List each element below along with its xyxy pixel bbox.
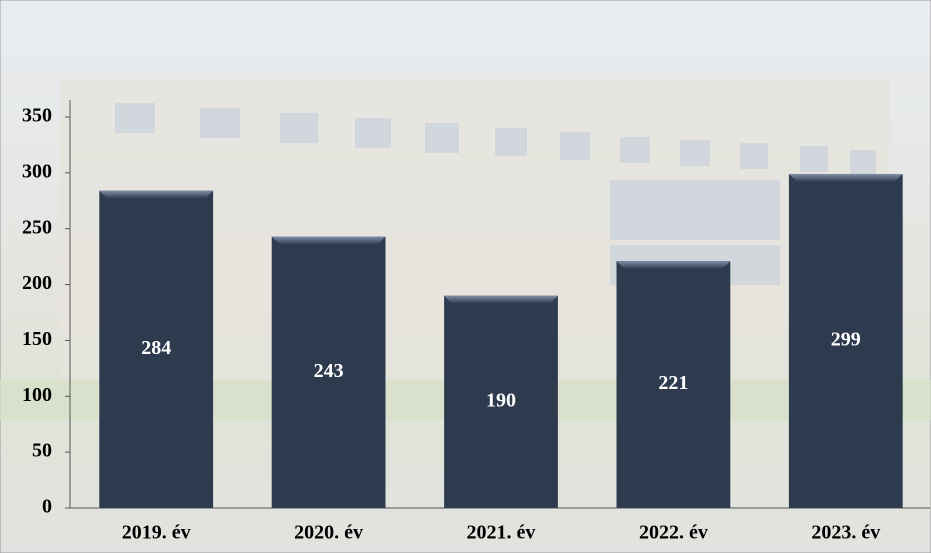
value-label: 221 <box>658 372 688 394</box>
bar-bevel <box>444 296 558 304</box>
bar-bevel <box>99 191 213 199</box>
value-label: 284 <box>141 337 171 359</box>
y-tick-label: 300 <box>22 160 52 182</box>
y-tick-label: 200 <box>22 272 52 294</box>
x-tick-label: 2022. év <box>639 522 708 544</box>
y-tick-label: 0 <box>42 496 52 518</box>
value-label: 190 <box>486 389 516 411</box>
x-tick-label: 2019. év <box>122 522 191 544</box>
value-label: 299 <box>831 329 861 351</box>
y-tick-label: 250 <box>22 216 52 238</box>
y-tick-label: 350 <box>22 105 52 127</box>
y-tick-label: 50 <box>32 440 52 462</box>
bar-bevel <box>617 261 731 269</box>
bar-bevel <box>789 174 903 182</box>
bar-bevel <box>272 237 386 245</box>
chart: 0 50 100 150 200 250 300 350 2019. év 284 2020. év… <box>0 0 931 553</box>
x-tick-label: 2021. év <box>467 522 536 544</box>
x-tick-label: 2023. év <box>811 522 880 544</box>
y-tick-label: 150 <box>22 328 52 350</box>
value-label: 243 <box>314 360 344 382</box>
x-tick-label: 2020. év <box>294 522 363 544</box>
y-tick-label: 100 <box>22 384 52 406</box>
